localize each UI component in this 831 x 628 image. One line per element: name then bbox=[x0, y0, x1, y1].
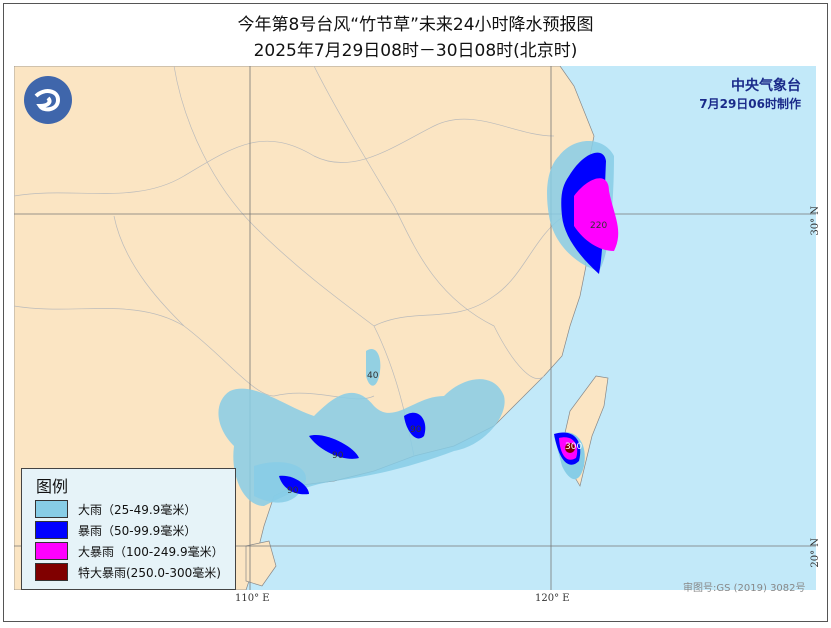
legend-item: 大雨（25-49.9毫米） bbox=[35, 499, 196, 519]
rain-label: 300 bbox=[565, 442, 582, 452]
legend-label: 大雨（25-49.9毫米） bbox=[78, 502, 197, 517]
cma-logo bbox=[24, 76, 72, 124]
map-title: 今年第8号台风“竹节草”未来24小时降水预报图 bbox=[237, 15, 594, 35]
agency-name: 中央气象台 bbox=[731, 78, 801, 94]
rain-label: 220 bbox=[590, 221, 607, 231]
swatch bbox=[35, 542, 68, 560]
province-borders bbox=[14, 66, 565, 457]
rain-heavy-40 bbox=[366, 348, 381, 386]
rain-severe-zhejiang bbox=[574, 178, 619, 251]
rain-value-labels: 220 40 90 90 90 300 bbox=[287, 221, 607, 496]
lon-label: 120° E bbox=[535, 593, 570, 604]
map-subtitle: 2025年7月29日08时－30日08时(北京时) bbox=[253, 41, 578, 61]
lon-label: 110° E bbox=[235, 593, 270, 604]
legend: 图例 大雨（25-49.9毫米） 暴雨（50-99.9毫米） 大暴雨（100-2… bbox=[21, 468, 236, 590]
rain-label: 90 bbox=[287, 486, 299, 496]
legend-item: 暴雨（50-99.9毫米） bbox=[35, 520, 196, 540]
swatch bbox=[35, 563, 68, 581]
rain-storm-2 bbox=[309, 435, 359, 459]
rain-heavy-hainan bbox=[254, 462, 306, 503]
rain-label: 90 bbox=[332, 451, 344, 461]
swatch bbox=[35, 521, 68, 539]
legend-item: 大暴雨（100-249.9毫米） bbox=[35, 541, 224, 561]
rain-storm-3 bbox=[279, 475, 309, 495]
legend-label: 大暴雨（100-249.9毫米） bbox=[78, 544, 224, 559]
map-approval-number: 审图号:GS (2019) 3082号 bbox=[683, 583, 806, 594]
rain-areas bbox=[218, 141, 619, 506]
legend-heading: 图例 bbox=[36, 477, 69, 496]
land-hainan bbox=[245, 540, 277, 587]
legend-label: 暴雨（50-99.9毫米） bbox=[78, 523, 197, 538]
lat-label: 20° N bbox=[810, 538, 821, 568]
rain-label: 40 bbox=[367, 371, 379, 381]
rain-label: 90 bbox=[410, 425, 422, 435]
made-time: 7月29日06时制作 bbox=[699, 97, 801, 111]
swatch bbox=[35, 500, 68, 518]
legend-label: 特大暴雨(250.0-300毫米) bbox=[78, 565, 221, 580]
rain-storm-1 bbox=[404, 412, 426, 439]
frame bbox=[3, 3, 828, 622]
lat-label: 30° N bbox=[810, 206, 821, 236]
legend-item: 特大暴雨(250.0-300毫米) bbox=[35, 562, 221, 582]
rain-extreme-taiwan bbox=[565, 443, 575, 453]
